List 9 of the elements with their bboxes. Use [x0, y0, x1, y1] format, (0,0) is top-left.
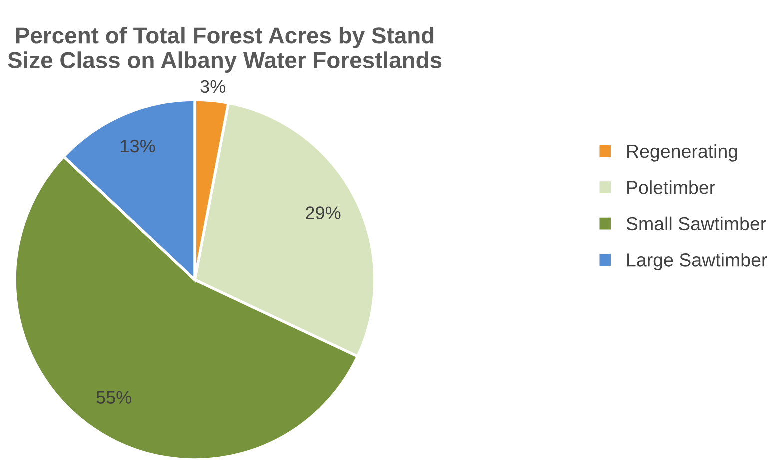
legend-label: Poletimber: [628, 180, 716, 194]
legend-label: Small Sawtimber: [626, 216, 766, 231]
data-label: 29%: [306, 206, 341, 220]
legend-label: Regenerating: [628, 144, 738, 162]
data-label: 3%: [200, 80, 226, 94]
data-label: 55%: [96, 391, 132, 404]
legend-label: Large Sawtimber: [628, 253, 768, 271]
data-label: 13%: [121, 140, 156, 153]
chart-title: Percent of Total Forest Acres by Stand Size Class on Albany Water Forestlands: [8, 26, 442, 74]
